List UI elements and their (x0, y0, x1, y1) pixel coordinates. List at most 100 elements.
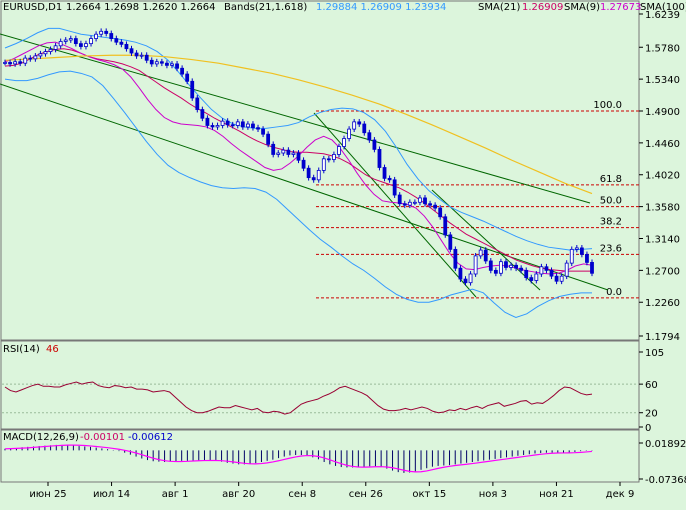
header-sma21-label: SMA(21) (478, 2, 520, 13)
candle-body (276, 152, 281, 155)
candle-body (256, 127, 260, 130)
macd-panel-frame (0, 429, 640, 483)
candle-body (397, 194, 402, 205)
fib-label: 61.8 (600, 174, 622, 185)
x-tick-label: ноя 21 (539, 489, 574, 500)
candle-body (13, 61, 18, 65)
candle-body (559, 275, 564, 282)
y-tick-label: 1.5780 (645, 43, 680, 54)
header-bands-label: Bands(21,1.618) (224, 2, 307, 13)
candle-body (483, 249, 488, 262)
candle-body (357, 121, 362, 125)
rsi-tick-label: 60 (645, 380, 658, 391)
candle-body (33, 55, 38, 60)
candle-body (84, 43, 88, 47)
candle-body (453, 248, 458, 269)
x-tick-label: авг 1 (162, 489, 189, 500)
candle-body (509, 264, 513, 268)
candle-body (519, 267, 524, 271)
fib-label: 100.0 (593, 100, 622, 111)
bollinger-lower-line (4, 70, 592, 318)
y-tick-label: 1.5340 (645, 75, 680, 86)
candle-body (89, 38, 93, 45)
candle-body (478, 249, 483, 257)
rsi-label: RSI(14) (3, 344, 40, 355)
candle-body (195, 97, 200, 110)
candle-body (529, 277, 534, 281)
main-plot: 100.0 61.8 50.0 38.2 23.6 0.0 (0, 27, 640, 318)
y-tick-label: 1.3140 (645, 234, 680, 245)
candle-body (170, 63, 174, 66)
candle-body (326, 158, 331, 161)
axes: 1.6239 1.5780 1.5340 1.4900 1.4460 1.4020 1.35… (29, 10, 686, 500)
candle-body (3, 62, 7, 64)
candle-body (473, 255, 478, 275)
candle-body (423, 197, 427, 205)
candle-body (240, 121, 245, 128)
header-sma9-label: SMA(9) (564, 2, 600, 13)
candle-body (58, 41, 63, 47)
candle-body (215, 125, 220, 128)
candle-body (159, 61, 164, 64)
candle-body (499, 261, 503, 274)
candle-body (402, 203, 407, 206)
candle-body (448, 234, 453, 250)
y-tick-label: 1.4900 (645, 107, 680, 118)
candle-body (281, 149, 286, 154)
channel-upper-line (0, 33, 591, 204)
candle-body (433, 204, 438, 209)
candle-body (134, 52, 139, 57)
header-sma21-value: 1.26909 (522, 2, 563, 13)
x-tick-label: сен 26 (349, 489, 383, 500)
x-tick-label: дек 9 (606, 489, 635, 500)
header-sma9-value: 1.27673 (600, 2, 641, 13)
rsi-tick-label: 0 (645, 423, 651, 434)
candle-body (579, 247, 584, 255)
candle-body (154, 61, 159, 65)
candle-body (337, 146, 341, 155)
fib-label: 38.2 (600, 217, 622, 228)
macd-value2: -0.00612 (128, 432, 173, 443)
candle-body (68, 38, 73, 41)
candle-body (514, 264, 518, 269)
rsi-value: 46 (46, 344, 59, 355)
candle-body (190, 80, 195, 99)
macd-tick-label: 0.01892 (645, 439, 686, 450)
candle-body (119, 41, 124, 45)
candle-body (352, 121, 357, 130)
rsi-tick-label: 105 (645, 348, 664, 359)
candle-body (488, 260, 493, 271)
candle-body (544, 266, 549, 271)
candle-body (266, 133, 271, 145)
candle-body (175, 63, 179, 69)
candle-body (180, 67, 185, 75)
candle-body (574, 247, 579, 250)
candle-body (311, 177, 316, 181)
fib-label: 50.0 (600, 196, 622, 207)
candle-body (48, 49, 53, 52)
y-tick-label: 1.3580 (645, 203, 680, 214)
header-ohlc: 1.2664 1.2698 1.2620 1.2664 (66, 2, 216, 13)
header-bands-values: 1.29884 1.26909 1.23934 (316, 2, 446, 13)
main-panel-frame (0, 0, 640, 341)
sma100-line (4, 54, 593, 195)
candle-body (124, 43, 129, 50)
candle-body (443, 216, 448, 236)
macd-value1: -0.00101 (80, 432, 125, 443)
candle-body (296, 152, 301, 161)
candle-body (261, 128, 265, 135)
y-tick-label: 1.6239 (645, 10, 680, 21)
candle-body (418, 197, 422, 203)
header-symbol: EURUSD,D1 (3, 2, 62, 13)
y-tick-label: 1.4460 (645, 139, 680, 150)
candle-body (382, 167, 387, 179)
candle-body (94, 33, 98, 39)
x-tick-label: июн 25 (29, 489, 66, 500)
candle-body (412, 201, 417, 204)
x-tick-label: июл 14 (93, 489, 130, 500)
rsi-plot (2, 381, 638, 415)
candle-body (18, 61, 23, 64)
y-tick-label: 1.1794 (645, 332, 680, 343)
